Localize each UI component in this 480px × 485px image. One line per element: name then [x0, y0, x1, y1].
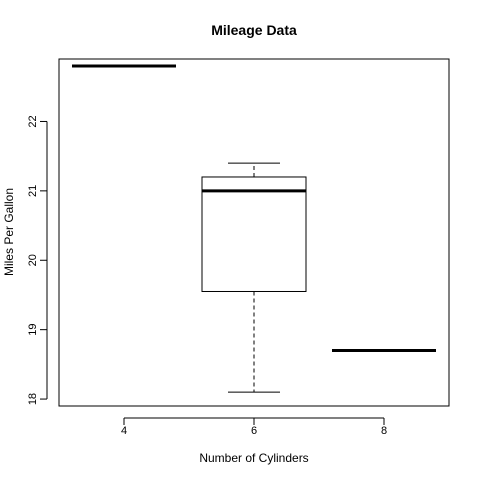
chart-title: Mileage Data — [211, 22, 297, 38]
x-tick-label: 4 — [121, 425, 127, 437]
y-tick-label: 19 — [27, 324, 39, 336]
y-tick-label: 22 — [27, 115, 39, 127]
chart-marks: 18 19 20 21 22 4 6 8 — [27, 64, 436, 437]
y-axis-label: Miles Per Gallon — [2, 188, 16, 276]
x-tick-label: 8 — [381, 425, 387, 437]
y-tick-label: 21 — [27, 185, 39, 197]
x-axis-label: Number of Cylinders — [199, 451, 308, 465]
y-tick-label: 18 — [27, 393, 39, 405]
plot-frame — [58, 58, 450, 407]
box-6 — [201, 176, 307, 292]
y-tick-label: 20 — [27, 254, 39, 266]
x-tick-label: 6 — [251, 425, 257, 437]
